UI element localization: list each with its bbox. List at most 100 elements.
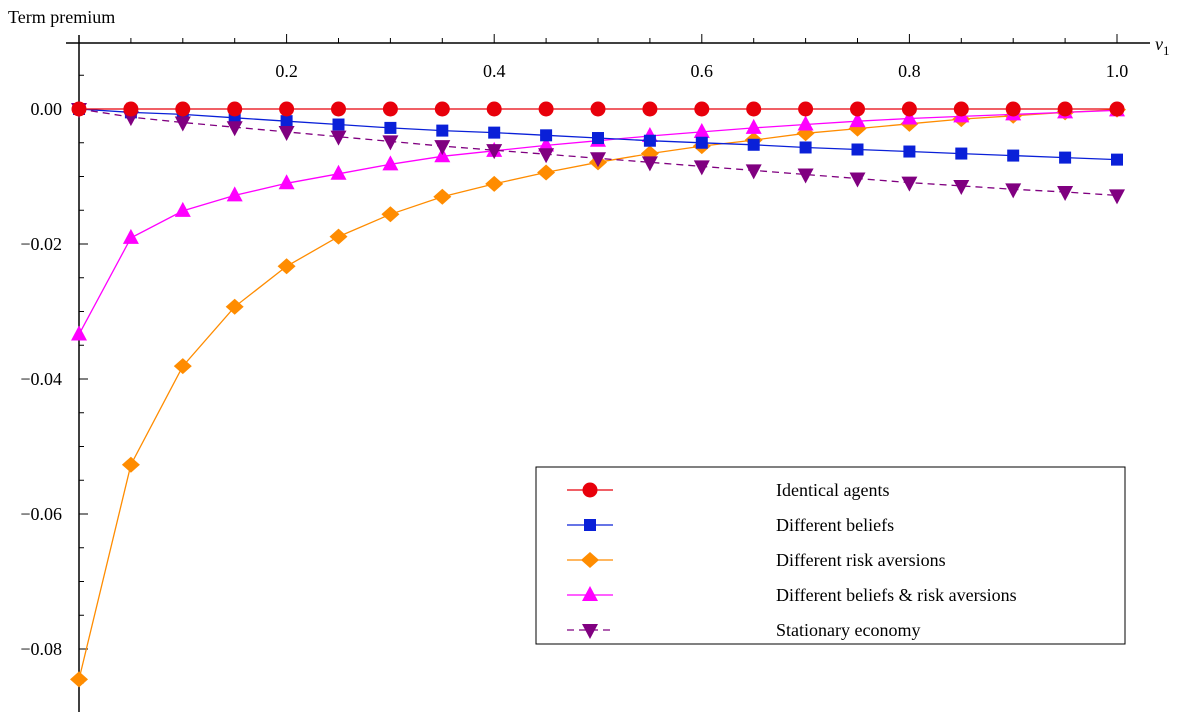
data-point xyxy=(227,101,243,117)
data-point xyxy=(175,101,191,117)
x-tick-label: 1.0 xyxy=(1106,61,1129,81)
data-point xyxy=(485,175,504,192)
data-point xyxy=(901,101,917,117)
data-point xyxy=(1109,101,1125,117)
series-identical-agents xyxy=(71,101,1125,117)
data-point xyxy=(849,112,866,128)
data-point xyxy=(434,140,451,156)
data-point xyxy=(330,130,347,146)
data-point xyxy=(590,101,606,117)
data-point xyxy=(538,101,554,117)
y-tick-label: 0.00 xyxy=(31,99,63,119)
data-point xyxy=(434,101,450,117)
y-tick-label: −0.08 xyxy=(20,639,62,659)
series-layer xyxy=(70,101,1126,688)
y-tick-label: −0.06 xyxy=(20,504,62,524)
data-point xyxy=(903,145,916,158)
x-tick-label: 0.2 xyxy=(275,61,298,81)
data-point xyxy=(382,135,399,151)
legend-label: Stationary economy xyxy=(776,620,920,640)
legend-marker xyxy=(582,586,598,601)
legend-entry: Identical agents xyxy=(567,480,889,500)
data-point xyxy=(693,160,710,176)
data-point xyxy=(226,186,243,202)
data-point xyxy=(121,456,140,473)
data-point xyxy=(694,101,710,117)
data-point xyxy=(278,174,295,190)
legend-items: Identical agents Different beliefs Differe… xyxy=(567,480,1017,640)
data-point xyxy=(746,101,762,117)
data-point xyxy=(747,138,760,151)
data-point xyxy=(1007,149,1020,162)
axes: 0.2 0.4 0.6 0.8 1.0 0.00 −0.02 −0.04 −0.06 −0.08 xyxy=(20,34,1150,712)
data-point xyxy=(433,188,452,205)
data-point xyxy=(1057,186,1074,202)
data-point xyxy=(486,144,503,160)
data-point xyxy=(849,172,866,188)
x-axis-title-subscript: 1 xyxy=(1163,43,1170,58)
legend-label: Different beliefs & risk aversions xyxy=(776,585,1017,605)
data-point xyxy=(329,228,348,245)
legend-box xyxy=(535,466,1126,645)
data-point xyxy=(488,126,501,139)
data-point xyxy=(1057,101,1073,117)
data-point xyxy=(382,101,398,117)
data-point xyxy=(953,101,969,117)
data-point xyxy=(71,101,87,117)
data-point xyxy=(953,179,970,195)
legend-marker xyxy=(584,519,596,531)
y-tick-label: −0.02 xyxy=(20,234,62,254)
y-tick-label: −0.04 xyxy=(20,369,62,389)
legend-label: Identical agents xyxy=(776,480,889,500)
y-axis-title: Term premium xyxy=(8,7,115,27)
data-point xyxy=(643,134,656,147)
legend-entry: Different beliefs & risk aversions xyxy=(567,585,1017,605)
data-point xyxy=(278,125,295,141)
data-point xyxy=(590,152,606,168)
data-point xyxy=(330,164,347,180)
data-point xyxy=(695,136,708,149)
data-point xyxy=(745,118,762,134)
data-point xyxy=(641,156,658,172)
data-point xyxy=(173,358,192,375)
data-point xyxy=(280,115,293,128)
legend-marker xyxy=(582,482,598,498)
legend-marker xyxy=(581,552,599,568)
data-point xyxy=(851,143,864,156)
data-point xyxy=(1059,151,1072,164)
data-point xyxy=(592,132,604,145)
data-point xyxy=(71,325,87,341)
x-axis-title-main: ν xyxy=(1155,34,1163,54)
legend-label: Different beliefs xyxy=(776,515,894,535)
x-tick-label: 0.6 xyxy=(691,61,714,81)
data-point xyxy=(955,147,968,160)
data-point xyxy=(538,148,555,164)
data-point xyxy=(797,168,814,184)
data-point xyxy=(225,298,244,315)
legend-entry: Different risk aversions xyxy=(567,550,946,570)
data-point xyxy=(1111,153,1123,166)
data-point xyxy=(540,129,553,142)
data-point xyxy=(537,164,556,181)
y-ticks: 0.00 −0.02 −0.04 −0.06 −0.08 xyxy=(20,74,88,684)
data-point xyxy=(436,124,449,137)
data-point xyxy=(331,101,346,117)
data-point xyxy=(1005,183,1022,199)
data-point xyxy=(901,109,918,125)
legend-entry: Stationary economy xyxy=(567,620,920,640)
data-point xyxy=(642,101,658,117)
data-point xyxy=(538,136,555,152)
legend: Identical agents Different beliefs Differe… xyxy=(535,466,1126,645)
data-point xyxy=(1109,189,1125,205)
data-point xyxy=(1005,101,1021,117)
x-tick-label: 0.8 xyxy=(898,61,921,81)
data-point xyxy=(70,671,88,688)
data-point xyxy=(693,122,710,138)
x-axis-title: ν1 xyxy=(1155,34,1170,58)
data-point xyxy=(850,101,865,117)
data-point xyxy=(277,258,296,275)
legend-entry: Different beliefs xyxy=(567,515,894,535)
x-tick-label: 0.4 xyxy=(483,61,506,81)
x-ticks: 0.2 0.4 0.6 0.8 1.0 xyxy=(130,34,1129,81)
